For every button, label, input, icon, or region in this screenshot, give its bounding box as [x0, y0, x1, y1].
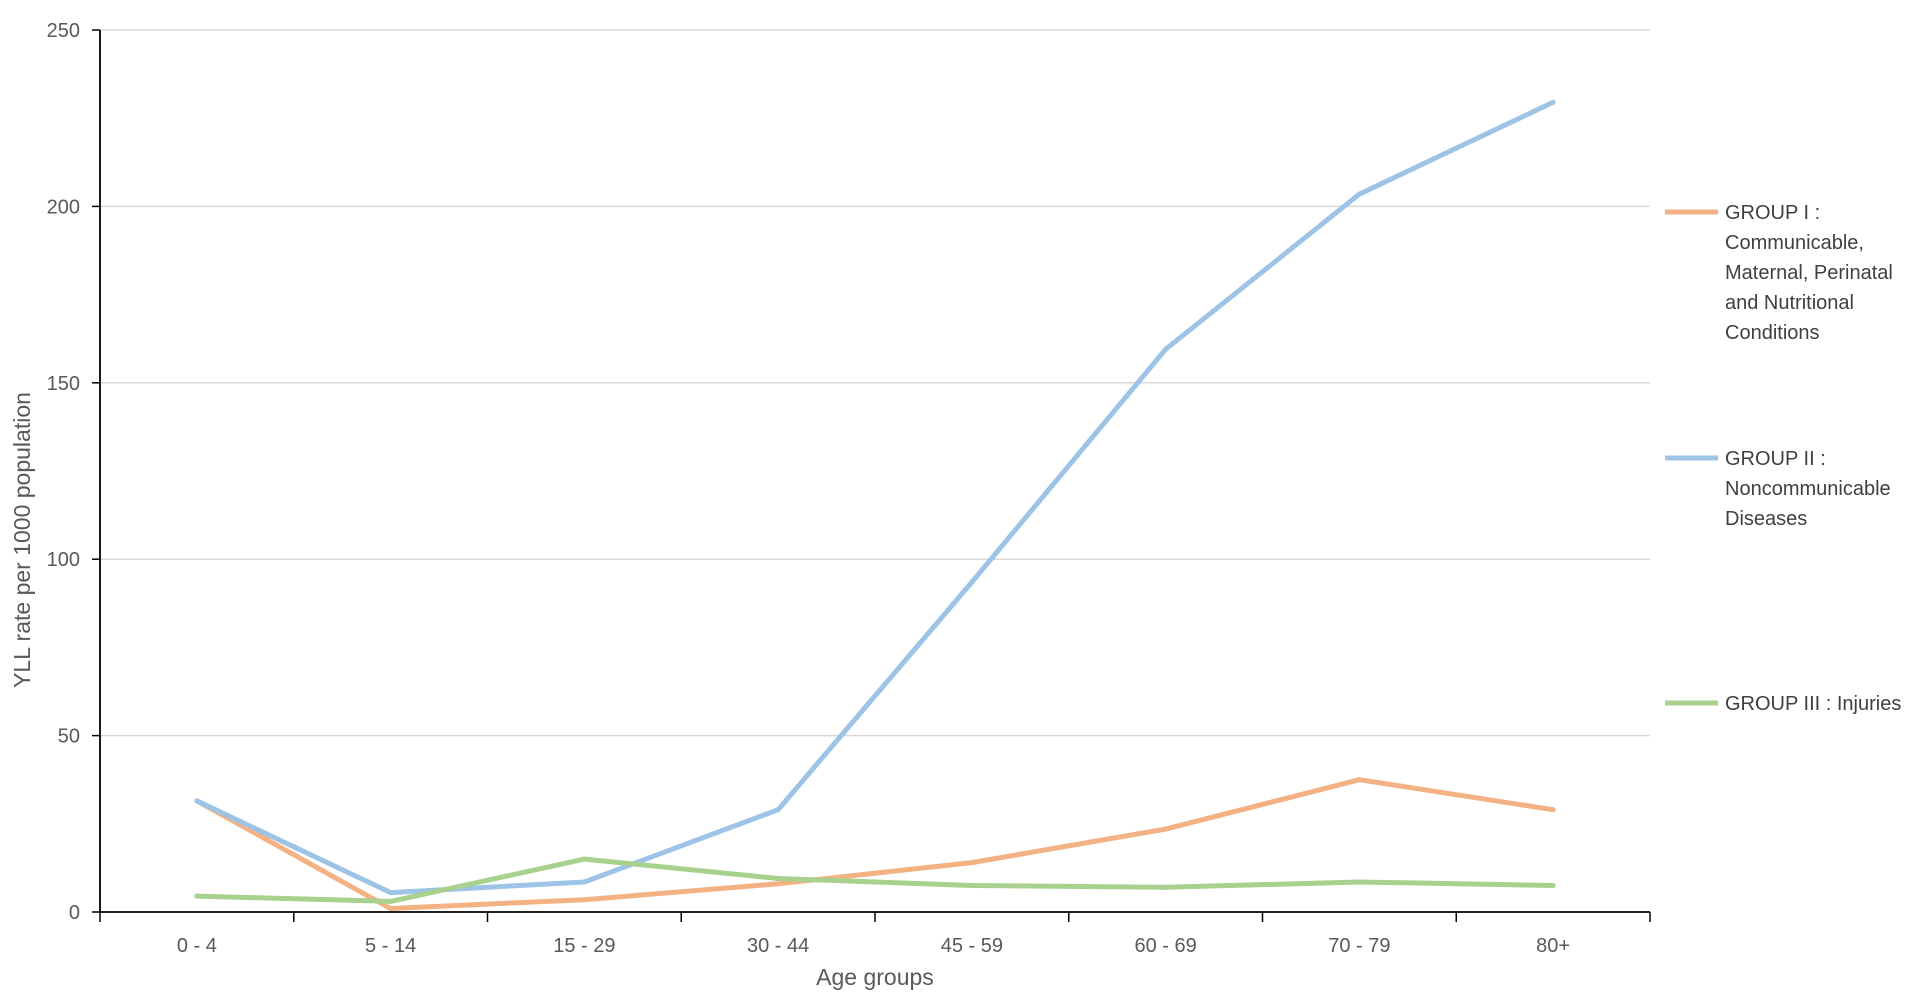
axes: 0 50 100 150 200 250 0 - 4 5 - 14 15 - 29 30 - 44…: [47, 20, 1651, 957]
y-tick-label: 100: [47, 549, 80, 571]
data-point: [1356, 191, 1362, 197]
x-tick-label: 30 - 44: [747, 935, 809, 957]
data-point: [581, 897, 587, 903]
legend-label: GROUP III : Injuries: [1725, 693, 1901, 715]
data-point: [581, 879, 587, 885]
data-point: [1550, 807, 1556, 813]
data-point: [1550, 99, 1556, 105]
data-point: [194, 893, 200, 899]
series-line-1: [194, 777, 1556, 911]
series-line-3: [194, 856, 1556, 904]
legend-label: Communicable,: [1725, 232, 1864, 254]
series-line-2: [194, 99, 1556, 896]
x-tick-label: 15 - 29: [553, 935, 615, 957]
legend-item-3: GROUP III : Injuries: [1665, 693, 1901, 715]
data-point: [1163, 884, 1169, 890]
series-lines: [194, 99, 1556, 911]
legend-label: Noncommunicable: [1725, 478, 1891, 500]
legend-label: GROUP I :: [1725, 202, 1820, 224]
data-point: [1356, 777, 1362, 783]
legend: GROUP I : Communicable, Maternal, Perinata…: [1665, 202, 1901, 715]
x-tick-label: 45 - 59: [941, 935, 1003, 957]
legend-label: Conditions: [1725, 322, 1820, 344]
data-point: [1163, 346, 1169, 352]
legend-item-2: GROUP II : Noncommunicable Diseases: [1665, 448, 1891, 530]
data-point: [388, 898, 394, 904]
y-tick-label: 200: [47, 196, 80, 218]
legend-label: GROUP II :: [1725, 448, 1826, 470]
data-point: [775, 875, 781, 881]
y-tick-label: 150: [47, 373, 80, 395]
x-tick-label: 80+: [1536, 935, 1570, 957]
legend-item-1: GROUP I : Communicable, Maternal, Perinata…: [1665, 202, 1893, 344]
legend-label: Diseases: [1725, 508, 1807, 530]
data-point: [194, 798, 200, 804]
data-point: [1550, 883, 1556, 889]
data-point: [775, 881, 781, 887]
x-tick-label: 60 - 69: [1134, 935, 1196, 957]
gridlines: [100, 29, 1650, 737]
data-point: [581, 856, 587, 862]
y-tick-label: 0: [69, 902, 80, 924]
data-point: [969, 883, 975, 889]
data-point: [1356, 879, 1362, 885]
x-axis-title: Age groups: [816, 964, 934, 990]
x-tick-label: 70 - 79: [1328, 935, 1390, 957]
x-tick-label: 5 - 14: [365, 935, 416, 957]
data-point: [388, 905, 394, 911]
data-point: [388, 890, 394, 896]
y-axis-title: YLL rate per 1000 population: [9, 392, 35, 688]
x-tick-label: 0 - 4: [177, 935, 217, 957]
legend-label: Maternal, Perinatal: [1725, 262, 1893, 284]
data-point: [1163, 826, 1169, 832]
y-tick-label: 250: [47, 20, 80, 42]
y-tick-label: 50: [58, 726, 80, 748]
data-point: [969, 579, 975, 585]
legend-label: and Nutritional: [1725, 292, 1854, 314]
data-point: [775, 807, 781, 813]
data-point: [969, 860, 975, 866]
